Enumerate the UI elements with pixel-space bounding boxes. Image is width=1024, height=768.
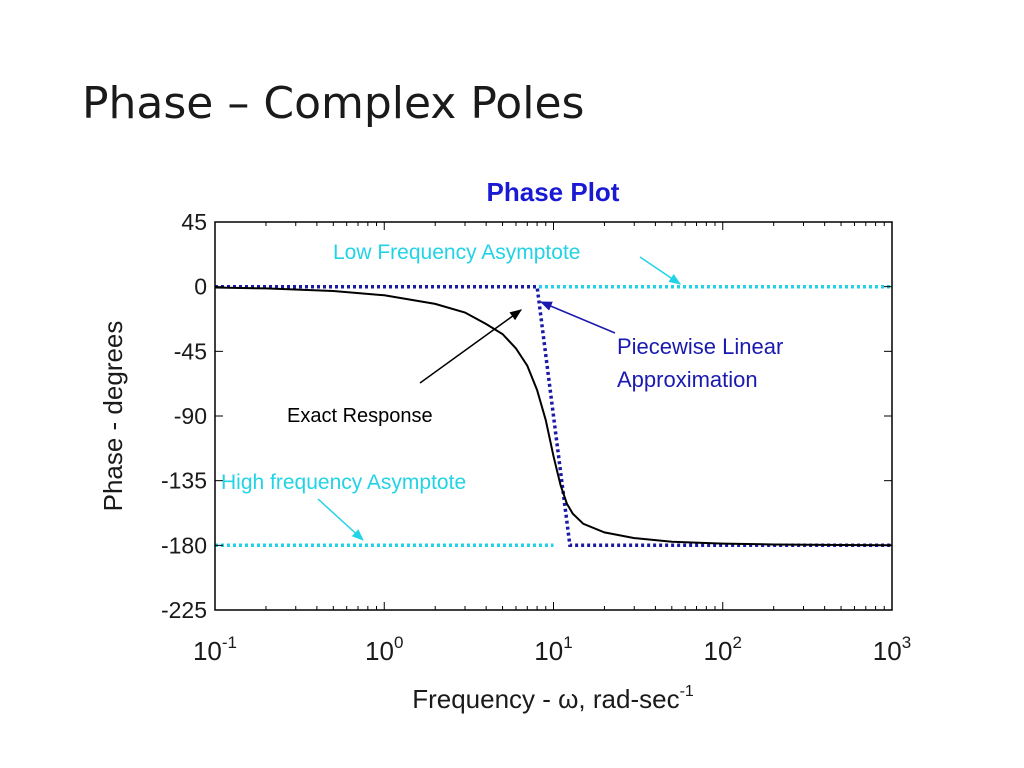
- arrow-high-frequency: [317, 498, 364, 541]
- x-tick-label-exponent: 1: [563, 633, 572, 652]
- x-tick-label: 101: [534, 633, 572, 666]
- x-tick-label-base: 10: [193, 636, 222, 666]
- annotation-exact-response: Exact Response: [287, 405, 433, 427]
- x-tick-label-base: 10: [704, 636, 733, 666]
- y-tick-label: 0: [194, 274, 207, 300]
- x-tick-label-base: 10: [873, 636, 902, 666]
- x-tick-label: 100: [365, 633, 403, 666]
- annotation-high-frequency: High frequency Asymptote: [221, 471, 466, 494]
- annotation-piecewise-line2: Approximation: [617, 367, 758, 392]
- x-tick-label-base: 10: [534, 636, 563, 666]
- x-tick-label: 102: [704, 633, 742, 666]
- annotation-piecewise-line1: Piecewise Linear: [617, 334, 783, 359]
- x-tick-label-exponent: 0: [394, 633, 403, 652]
- x-tick-label: 103: [873, 633, 911, 666]
- y-tick-label: -45: [174, 338, 207, 364]
- x-tick-label-exponent: 2: [732, 633, 741, 652]
- y-tick-label: 45: [181, 209, 207, 235]
- slide-title: Phase – Complex Poles: [82, 78, 585, 129]
- y-tick-label: -135: [161, 468, 207, 494]
- y-tick-label: -225: [161, 597, 207, 623]
- y-tick-label: -180: [161, 532, 207, 558]
- series-piecewise: [215, 284, 892, 548]
- annotation-low-frequency: Low Frequency Asymptote: [333, 241, 580, 264]
- series-exact: [214, 286, 893, 547]
- chart-title: Phase Plot: [487, 177, 620, 207]
- arrow-exact-response: [419, 309, 522, 384]
- x-axis-label-text: Frequency - ω, rad-sec: [412, 684, 679, 714]
- x-tick-label: 10-1: [193, 633, 237, 666]
- x-tick-label-exponent: -1: [222, 633, 237, 652]
- arrow-low-frequency: [639, 256, 681, 285]
- x-tick-label-exponent: 3: [902, 633, 911, 652]
- arrow-piecewise: [539, 301, 616, 334]
- y-axis-label: Phase - degrees: [98, 321, 128, 512]
- x-axis-label: Frequency - ω, rad-sec-1: [412, 683, 694, 714]
- x-axis-label-exponent: -1: [680, 683, 694, 700]
- y-tick-label: -90: [174, 403, 207, 429]
- x-tick-label-base: 10: [365, 636, 394, 666]
